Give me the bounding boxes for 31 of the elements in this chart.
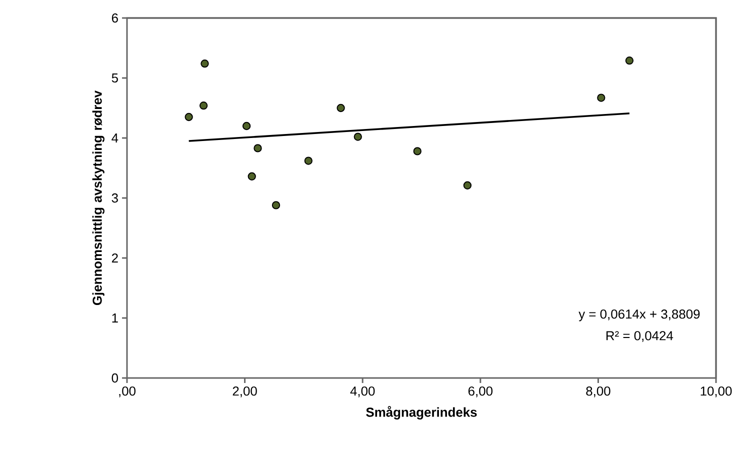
- y-tick-label: 2: [112, 253, 118, 263]
- point: [336, 104, 345, 112]
- point: [304, 156, 312, 165]
- y-tick-label: 5: [112, 73, 118, 83]
- y-tick-label: 4: [112, 134, 118, 142]
- x-tick-label: 10,00: [700, 386, 732, 398]
- x-tick-label: 6,00: [468, 386, 493, 398]
- y-axis-title: Gjennomsnittlig avskytning rødrev: [92, 90, 104, 306]
- point: [199, 102, 208, 110]
- point: [272, 201, 280, 210]
- annotation: R² = 0,0424: [606, 331, 674, 342]
- y-tick-label: 6: [112, 13, 118, 23]
- point: [463, 181, 472, 190]
- y-tick-label: 0: [112, 373, 118, 383]
- point: [597, 94, 606, 102]
- point: [184, 112, 193, 122]
- point: [200, 60, 209, 68]
- x-tick-label: 2,00: [232, 386, 257, 398]
- point: [248, 172, 256, 180]
- x-tick-label: ,00: [119, 386, 136, 398]
- point: [354, 132, 362, 141]
- point: [242, 122, 251, 130]
- x-tick-label: 8,00: [586, 386, 610, 398]
- point: [254, 144, 262, 152]
- x-tick-label: 4,00: [350, 386, 375, 398]
- point: [413, 147, 422, 156]
- y-tick-label: 1: [112, 314, 118, 322]
- x-axis-title: Smågnagerindeks: [366, 406, 477, 420]
- point: [625, 56, 634, 65]
- annotation: y = 0,0614x + 3,8809: [578, 310, 700, 322]
- y-tick-label: 3: [112, 193, 118, 203]
